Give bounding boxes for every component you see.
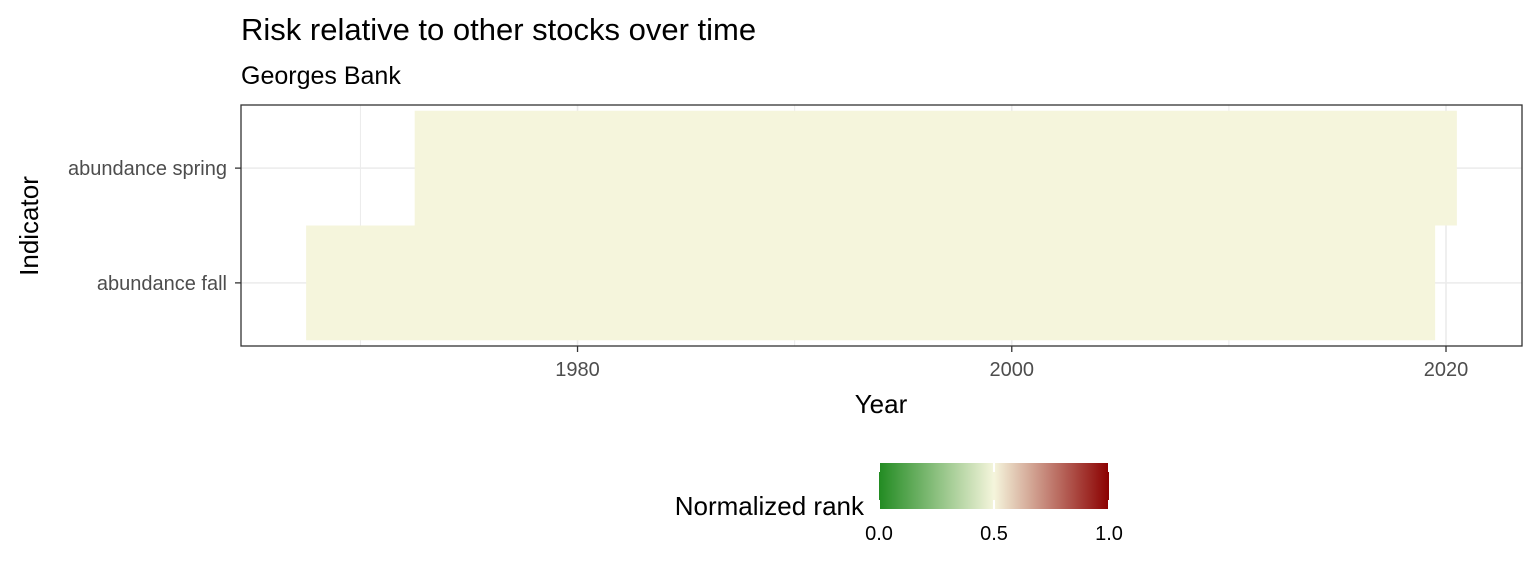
x-tick-label: 2000 xyxy=(990,359,1035,381)
legend-tick-label: 0.0 xyxy=(865,523,893,545)
legend-tick-label: 1.0 xyxy=(1095,523,1123,545)
chart-title: Risk relative to other stocks over time xyxy=(241,12,756,47)
heatmap-tile xyxy=(414,110,1457,226)
y-axis: abundance fall abundance spring xyxy=(68,158,241,295)
x-tick-label: 2020 xyxy=(1424,359,1469,381)
legend-ticks: 0.0 0.5 1.0 xyxy=(865,463,1123,545)
legend-title: Normalized rank xyxy=(675,491,865,521)
x-axis-label: Year xyxy=(855,389,908,419)
legend-tick-label: 0.5 xyxy=(980,523,1008,545)
heatmap-tile xyxy=(306,225,1436,341)
color-legend: Normalized rank 0.0 0.5 1.0 xyxy=(675,463,1123,545)
x-tick-label: 1980 xyxy=(555,359,600,381)
y-tick-label: abundance spring xyxy=(68,158,227,180)
chart-subtitle: Georges Bank xyxy=(241,62,401,90)
heatmap-tiles xyxy=(306,110,1457,341)
x-axis: 1980 2000 2020 xyxy=(555,346,1468,381)
plot-panel-border xyxy=(240,104,1523,347)
y-axis-label: Indicator xyxy=(14,176,44,276)
y-tick-label: abundance fall xyxy=(97,273,227,295)
